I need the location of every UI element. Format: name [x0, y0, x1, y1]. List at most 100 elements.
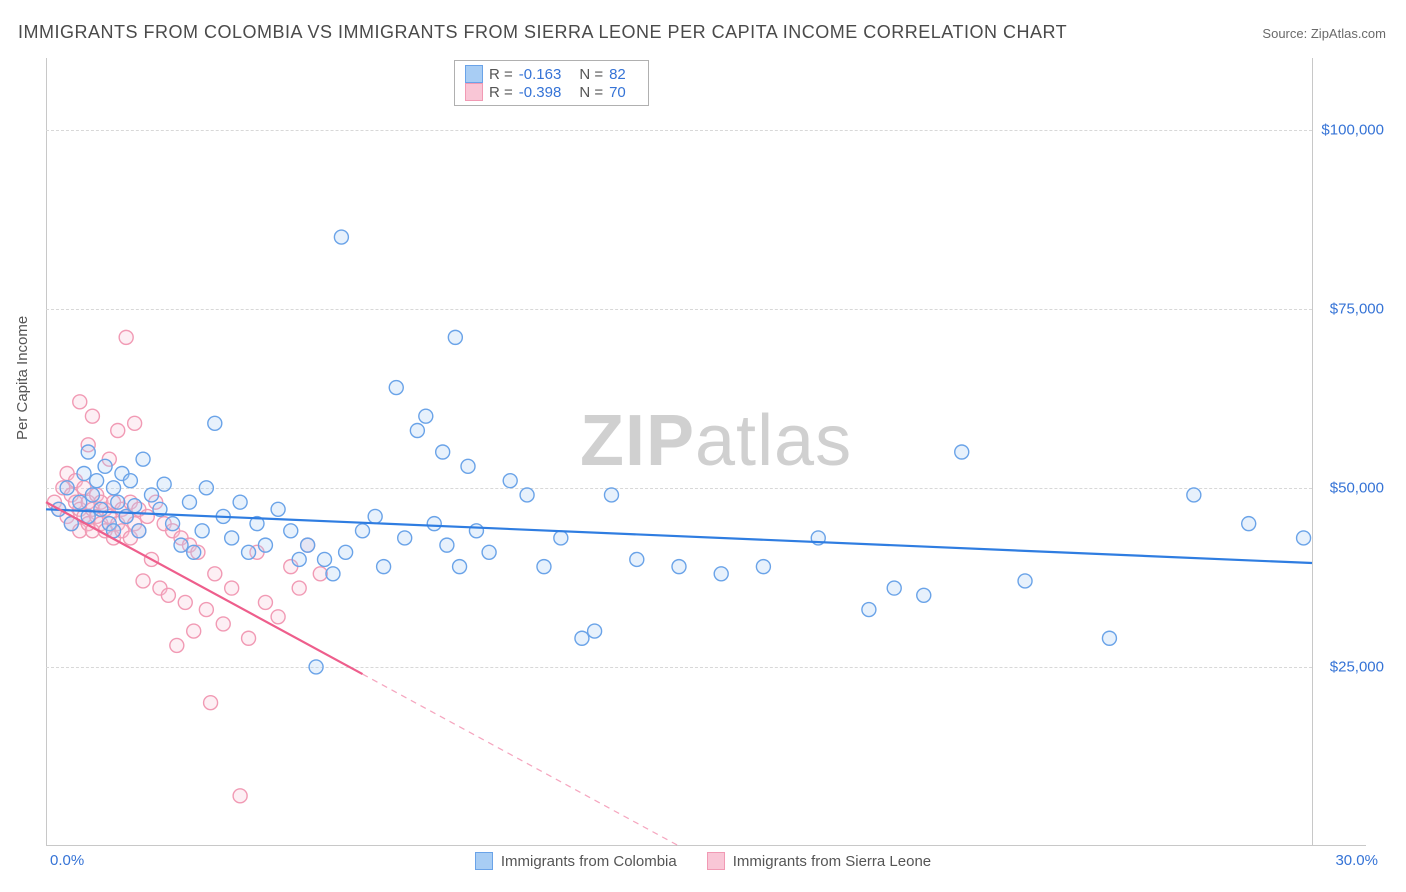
scatter-point [73, 495, 87, 509]
scatter-point [111, 495, 125, 509]
scatter-point [292, 552, 306, 566]
scatter-point [182, 495, 196, 509]
scatter-point [242, 545, 256, 559]
scatter-point [503, 474, 517, 488]
scatter-point [309, 660, 323, 674]
scatter-point [482, 545, 496, 559]
scatter-point [136, 574, 150, 588]
scatter-point [292, 581, 306, 595]
source-label: Source: ZipAtlas.com [1262, 26, 1386, 41]
legend-row-colombia: R = -0.163 N = 82 [465, 65, 638, 83]
scatter-point [128, 416, 142, 430]
scatter-point [318, 552, 332, 566]
scatter-point [119, 330, 133, 344]
n-value-sierraleone: 70 [609, 84, 626, 101]
scatter-point [187, 624, 201, 638]
scatter-point [448, 330, 462, 344]
scatter-point [73, 395, 87, 409]
scatter-point [161, 588, 175, 602]
scatter-point [313, 567, 327, 581]
scatter-point [469, 524, 483, 538]
legend-item-sierraleone: Immigrants from Sierra Leone [707, 852, 931, 870]
scatter-point [398, 531, 412, 545]
legend-label-sierraleone: Immigrants from Sierra Leone [733, 853, 931, 870]
scatter-point [90, 474, 104, 488]
scatter-point [554, 531, 568, 545]
scatter-point [204, 696, 218, 710]
scatter-point [157, 477, 171, 491]
scatter-point [1187, 488, 1201, 502]
n-label: N = [579, 66, 603, 83]
scatter-point [225, 531, 239, 545]
scatter-point [284, 524, 298, 538]
scatter-point [271, 502, 285, 516]
scatter-point [1242, 517, 1256, 531]
scatter-point [604, 488, 618, 502]
scatter-point [862, 603, 876, 617]
scatter-point [94, 502, 108, 516]
scatter-point [258, 595, 272, 609]
scatter-point [242, 631, 256, 645]
scatter-point [440, 538, 454, 552]
trend-line-dashed [363, 674, 680, 846]
scatter-point [520, 488, 534, 502]
scatter-point [368, 509, 382, 523]
scatter-point [85, 488, 99, 502]
scatter-point [233, 495, 247, 509]
scatter-point [588, 624, 602, 638]
scatter-point [326, 567, 340, 581]
legend-swatch-colombia [475, 852, 493, 870]
scatter-point [111, 424, 125, 438]
scatter-point [187, 545, 201, 559]
scatter-point [1102, 631, 1116, 645]
scatter-point [132, 524, 146, 538]
legend-row-sierraleone: R = -0.398 N = 70 [465, 83, 638, 101]
scatter-point [917, 588, 931, 602]
scatter-point [436, 445, 450, 459]
scatter-point [389, 381, 403, 395]
scatter-point [199, 481, 213, 495]
scatter-point [955, 445, 969, 459]
r-value-colombia: -0.163 [519, 66, 562, 83]
scatter-point [166, 517, 180, 531]
scatter-point [195, 524, 209, 538]
scatter-point [199, 603, 213, 617]
scatter-point [123, 474, 137, 488]
n-value-colombia: 82 [609, 66, 626, 83]
scatter-point [630, 552, 644, 566]
scatter-point [178, 595, 192, 609]
chart-title: IMMIGRANTS FROM COLOMBIA VS IMMIGRANTS F… [18, 22, 1067, 43]
source-link[interactable]: ZipAtlas.com [1311, 26, 1386, 41]
legend-swatch-sierraleone [707, 852, 725, 870]
scatter-point [85, 409, 99, 423]
scatter-point [136, 452, 150, 466]
scatter-point [714, 567, 728, 581]
r-label: R = [489, 84, 513, 101]
scatter-point [339, 545, 353, 559]
scatter-point [145, 488, 159, 502]
swatch-colombia [465, 65, 483, 83]
scatter-point [461, 459, 475, 473]
n-label: N = [579, 84, 603, 101]
scatter-point [77, 466, 91, 480]
r-value-sierraleone: -0.398 [519, 84, 562, 101]
scatter-point [107, 481, 121, 495]
scatter-point [419, 409, 433, 423]
legend-series: Immigrants from Colombia Immigrants from… [0, 852, 1406, 870]
scatter-point [1297, 531, 1311, 545]
scatter-point [377, 560, 391, 574]
scatter-point [672, 560, 686, 574]
legend-correlation-box: R = -0.163 N = 82 R = -0.398 N = 70 [454, 60, 649, 106]
scatter-point [208, 567, 222, 581]
scatter-point [258, 538, 272, 552]
scatter-point [60, 481, 74, 495]
scatter-point [233, 789, 247, 803]
scatter-point [128, 499, 142, 513]
scatter-point [887, 581, 901, 595]
scatter-point [140, 509, 154, 523]
scatter-svg [46, 58, 1366, 846]
scatter-point [98, 459, 112, 473]
source-prefix: Source: [1262, 26, 1307, 41]
scatter-point [1018, 574, 1032, 588]
legend-label-colombia: Immigrants from Colombia [501, 853, 677, 870]
